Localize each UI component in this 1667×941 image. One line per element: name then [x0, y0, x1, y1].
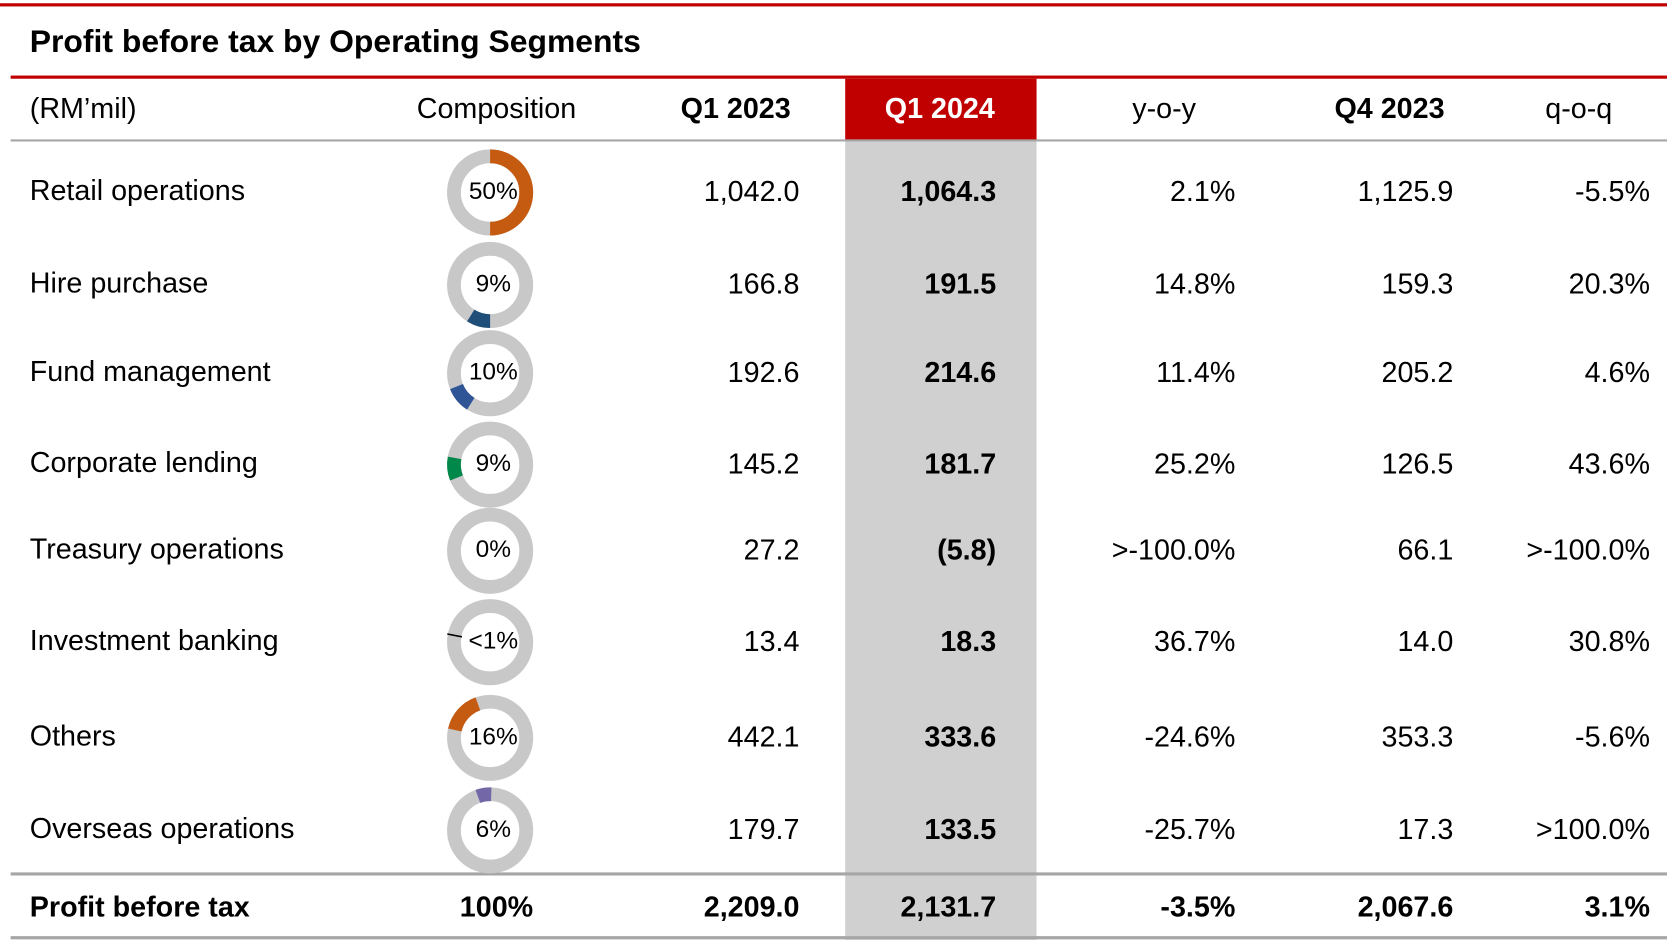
cell: -5.5% — [1575, 176, 1650, 208]
column-header: Composition — [417, 93, 576, 125]
donut-segment — [448, 697, 481, 732]
column-header: (RM’mil) — [30, 93, 137, 125]
cell: 17.3 — [1397, 814, 1453, 846]
cell: 43.6% — [1569, 448, 1650, 480]
cell: 126.5 — [1382, 448, 1454, 480]
cell: 1,125.9 — [1358, 176, 1454, 208]
cell: 1,064.3 — [900, 176, 996, 208]
donut-segment — [489, 149, 534, 236]
donut-label: <1% — [468, 628, 518, 655]
row-label: Retail operations — [30, 175, 245, 207]
title: Profit before tax by Operating Segments — [30, 23, 641, 59]
donut-label: 0% — [476, 536, 511, 563]
donut-ring — [447, 507, 534, 594]
cell: 181.7 — [924, 448, 996, 480]
row-label: Treasury operations — [30, 533, 284, 565]
donut-label: 9% — [476, 450, 511, 477]
total-cell: 3.1% — [1585, 892, 1650, 924]
donut-ring — [447, 599, 534, 686]
cell: 179.7 — [728, 814, 800, 846]
title-rule — [10, 75, 1667, 79]
donut-segment — [467, 309, 491, 329]
row-label: Corporate lending — [30, 447, 258, 479]
column-header: Q1 2023 — [681, 93, 791, 125]
total-cell: 2,209.0 — [704, 892, 800, 924]
cell: >-100.0% — [1112, 534, 1236, 566]
cell: 66.1 — [1397, 534, 1453, 566]
cell: 1,042.0 — [704, 176, 800, 208]
highlight-header — [845, 78, 1037, 141]
cell: 333.6 — [924, 722, 996, 754]
row-label: Overseas operations — [30, 813, 295, 845]
cell: 442.1 — [728, 722, 800, 754]
cell: 205.2 — [1382, 357, 1454, 389]
cell: 36.7% — [1154, 626, 1235, 658]
row-label: Fund management — [30, 356, 271, 388]
donut-ring — [447, 330, 534, 417]
total-cell: -3.5% — [1160, 892, 1235, 924]
donut-segment — [475, 787, 492, 803]
row-label: Others — [30, 720, 116, 752]
cell: 133.5 — [924, 814, 996, 846]
cell: 13.4 — [744, 626, 800, 658]
highlight-column — [845, 140, 1037, 940]
cell: 2.1% — [1170, 176, 1235, 208]
cell: 4.6% — [1585, 357, 1650, 389]
cell: 20.3% — [1569, 269, 1650, 301]
row-label: Hire purchase — [30, 268, 209, 300]
donut-label: 16% — [469, 723, 518, 750]
cell: 14.8% — [1154, 269, 1235, 301]
total-label: Profit before tax — [30, 892, 250, 924]
cell: -24.6% — [1144, 722, 1235, 754]
total-cell: 2,131.7 — [900, 892, 996, 924]
cell: >100.0% — [1536, 814, 1650, 846]
column-header: Q4 2023 — [1334, 93, 1444, 125]
total-cell: 2,067.6 — [1358, 892, 1454, 924]
donut-label: 10% — [469, 359, 518, 386]
top-rule — [0, 3, 1667, 7]
donut-segment — [450, 383, 475, 410]
donut-label: 9% — [476, 270, 511, 297]
cell: 145.2 — [728, 448, 800, 480]
cell: 14.0 — [1397, 626, 1453, 658]
cell: 353.3 — [1382, 722, 1454, 754]
donut-label: 50% — [469, 178, 518, 205]
cell: 191.5 — [924, 269, 996, 301]
row-label: Investment banking — [30, 625, 279, 657]
cell: 159.3 — [1382, 269, 1454, 301]
total-cell: 100% — [460, 892, 533, 924]
cell: 25.2% — [1154, 448, 1235, 480]
cell: 18.3 — [940, 626, 996, 658]
donut-segment — [447, 633, 463, 638]
donut-segment — [447, 456, 464, 481]
cell: 192.6 — [728, 357, 800, 389]
cell: -5.6% — [1575, 722, 1650, 754]
cell: 214.6 — [924, 357, 996, 389]
donut-ring — [447, 694, 534, 781]
cell: (5.8) — [937, 534, 996, 566]
column-header: y-o-y — [1132, 93, 1196, 125]
cell: >-100.0% — [1526, 534, 1650, 566]
donut-label: 6% — [476, 816, 511, 843]
cell: -25.7% — [1144, 814, 1235, 846]
cell: 30.8% — [1569, 626, 1650, 658]
column-header: q-o-q — [1545, 93, 1612, 125]
column-header: Q1 2024 — [885, 93, 995, 125]
cell: 11.4% — [1156, 357, 1235, 389]
cell: 27.2 — [744, 534, 800, 566]
cell: 166.8 — [728, 269, 800, 301]
